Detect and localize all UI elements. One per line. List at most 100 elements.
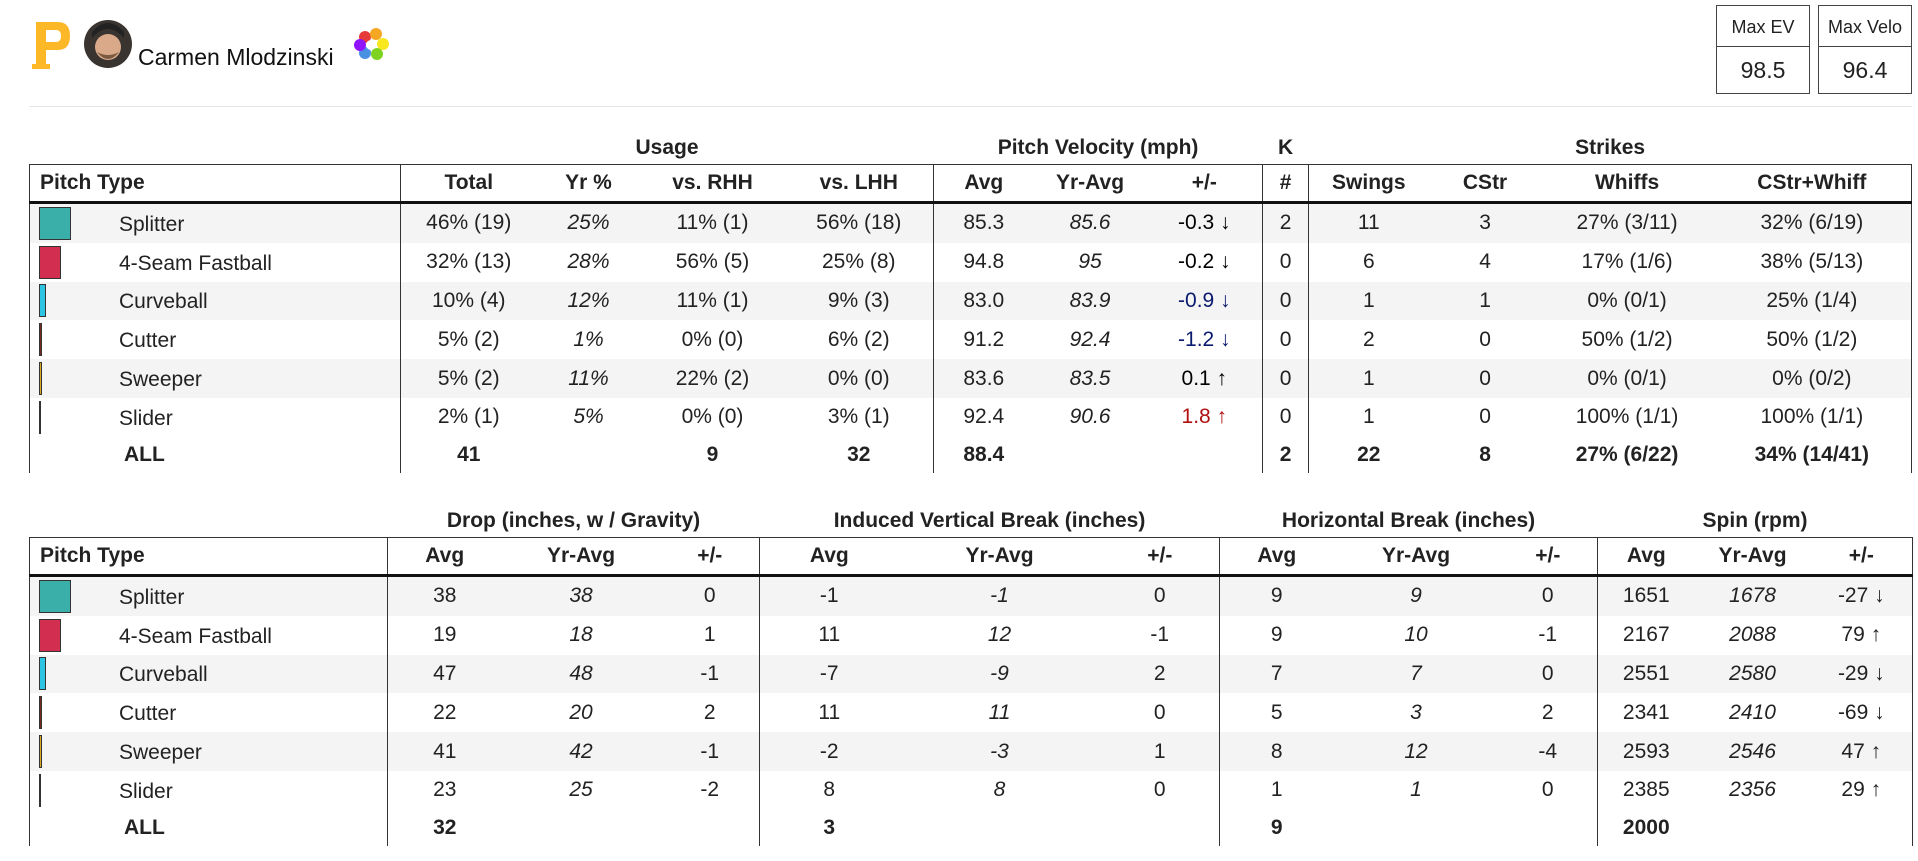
column-header: Yr % [536,164,641,204]
column-header: vs. RHH [640,164,785,204]
total-cell: 32 [847,442,871,466]
cell: 0% (0/2) [1712,359,1913,398]
pitch-swatch [39,362,42,396]
cell: 2410 [1729,700,1776,724]
total-cell: 41 [400,436,537,473]
cell: 8 [1219,732,1334,771]
cell: 0 [1262,397,1309,437]
pitch-row: Sweeper 5% (2) 11% 22% (2) 0% (0) 83.6 83.5 0.1… [29,359,1913,398]
total-cell: 22 [1308,436,1429,473]
pitch-cell: Slider [29,770,388,810]
team-logo [32,22,70,69]
column-header: Avg [759,537,899,577]
pitch-row: Cutter 22 20 2 11 11 0 5 3 2 2341 2410 -69 ↓ [29,693,1914,733]
pitch-swatch [39,696,42,730]
total-cell: 3 [759,809,899,846]
pitch-row: Curveball 47 48 -1 -7 -9 2 7 7 0 2551 2580 -29 ↓ [29,654,1914,694]
cell: 1678 [1694,575,1811,616]
cell: 32% (6/19) [1712,202,1913,243]
pitch-swatch [39,323,42,357]
group-header-row: Drop (inches, w / Gravity) Induced Vertic… [30,499,1913,538]
column-header-row: Pitch Type Total Yr % vs. RHH vs. LHH Avg Yr-A… [29,164,1913,204]
pitch-swatch [39,773,41,807]
cell: -0.2 ↓ [1178,250,1231,274]
group-header: Strikes [1575,136,1646,159]
pitch-cell: Curveball [29,654,388,694]
cell: 3 [1428,202,1542,243]
cell: 6% (2) [827,327,890,351]
total-row: ALL 41 9 32 88.4 2 22 8 27% (6/22) 34% (14/41) [29,436,1913,473]
pitch-swatch [39,657,46,691]
cell: 85.3 [933,202,1034,243]
total-label: ALL [29,809,388,846]
group-header: Spin (rpm) [1702,509,1808,532]
cell: 1651 [1597,575,1695,616]
cell: 6 [1308,242,1429,282]
cell: -3 [898,732,1101,771]
cell: 1 [1410,778,1422,802]
cell: 41 [387,732,502,771]
stat-label: Max EV [1717,6,1809,47]
pitch-row: Splitter 38 38 0 -1 -1 0 9 9 0 1651 1678 -27 ↓ [29,575,1914,616]
cell: 2% (1) [400,397,537,437]
cell: 17% (1/6) [1581,250,1673,274]
cell: 1 [1308,397,1429,437]
cell: 28% [567,250,610,274]
pitch-row: Splitter 46% (19) 25% 11% (1) 56% (18) 85.3 85… [29,202,1913,243]
column-header: Pitch Type [29,164,401,204]
cell: 11% (1) [640,281,785,321]
column-header-row: Pitch Type Avg Yr-Avg +/- Avg Yr-Avg +/- Avg Yr-… [29,537,1914,577]
cell: 0 [1479,327,1491,351]
group-header [30,126,401,165]
cell: -1 [660,654,760,694]
total-cell [899,810,1101,846]
total-cell [1147,437,1263,473]
cell: 0 [1262,281,1309,321]
cell: 12% [536,281,641,321]
cell: -1.2 ↓ [1178,327,1231,351]
pitch-name: Slider [119,406,173,430]
group-header: Induced Vertical Break (inches) [833,509,1146,532]
column-header: +/- [1100,537,1220,577]
pitch-name: Cutter [119,329,177,353]
column-header: Whiffs [1541,164,1713,204]
cell: 25% (8) [822,250,896,274]
cell: 0 [1262,242,1309,282]
stat-box: Max Velo 96.4 [1818,5,1912,94]
cell: 0 [1100,575,1220,616]
cell: 92.4 [933,397,1034,437]
pitch-swatch [39,618,61,652]
group-header: Horizontal Break (inches) [1281,509,1536,532]
cell: 50% (1/2) [1581,327,1673,351]
pitch-row: Sweeper 41 42 -1 -2 -3 1 8 12 -4 2593 2546 47 ↑ [29,732,1914,771]
column-header: Avg [933,164,1034,204]
cell: 100% (1/1) [1712,397,1913,437]
cell: 3% (1) [827,405,890,429]
pitch-name: Curveball [119,290,208,314]
pitch-row: Slider 2% (1) 5% 0% (0) 3% (1) 92.4 90.6 1.8 ↑ 0… [29,397,1913,437]
pitch-cell: 4-Seam Fastball [29,242,401,282]
cell: 0.1 ↑ [1146,359,1263,398]
cell: 19 [387,615,502,655]
cell: -29 ↓ [1810,654,1914,694]
column-header: +/- [1810,537,1914,577]
total-cell [1695,810,1811,846]
total-cell [1034,437,1147,473]
cell: -27 ↓ [1810,575,1914,616]
group-header: K [1277,136,1294,159]
total-row: ALL 32 3 9 2000 [29,809,1914,846]
cell: 11 [759,693,899,733]
cell: 11% [536,359,641,398]
cell: 9 [1333,575,1499,616]
cell: 12 [1333,732,1499,771]
pitch-row: 4-Seam Fastball 32% (13) 28% 56% (5) 25% (8)… [29,242,1913,282]
total-cell: 88.4 [933,436,1034,473]
cell: 0% (0) [681,327,744,351]
cell: 0 [1541,778,1554,802]
cell: 2 [1262,202,1309,243]
pitch-cell: Sweeper [29,732,388,771]
cell: 2 [703,700,716,724]
column-header: Avg [1219,537,1334,577]
total-cell [661,810,760,846]
total-cell: 32 [387,809,502,846]
